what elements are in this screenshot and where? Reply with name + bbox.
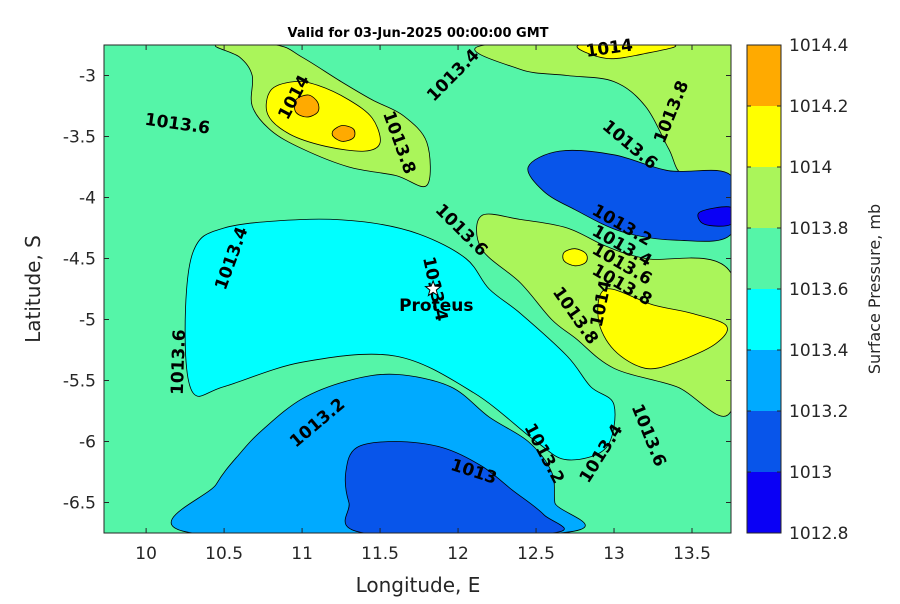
colorbar-tick-label-1: 1013 — [789, 463, 832, 483]
colorbar-band-6 — [747, 106, 781, 167]
contour-region-1014-7 — [597, 288, 728, 370]
chart-title: Valid for 03-Jun-2025 00:00:00 GMT — [288, 26, 549, 41]
contour-region-1012-8-10 — [697, 206, 731, 227]
colorbar-tick-label-4: 1013.6 — [789, 280, 848, 300]
contour-region-1014-5 — [576, 45, 677, 60]
colorbar-label: Surface Pressure, mb — [865, 204, 884, 374]
x-tick-label-5: 12.5 — [517, 544, 555, 564]
contour-region-1013-4-13 — [184, 218, 616, 461]
y-tick-label-2: -4 — [79, 189, 96, 209]
colorbar-tick-label-5: 1013.8 — [789, 219, 848, 239]
y-tick-label-4: -5 — [79, 311, 96, 331]
contour-region-1013-8-4 — [474, 45, 731, 190]
y-axis-label: Latitude, S — [21, 235, 45, 343]
y-tick-label-5: -5.5 — [63, 372, 96, 392]
y-axis: -3 -3.5 -4 -4.5 -5 -5.5 -6 -6.5 — [63, 67, 731, 514]
colorbar-band-1 — [747, 411, 781, 472]
colorbar-band-0 — [747, 472, 781, 533]
colorbar-tick-label-0: 1012.8 — [789, 524, 848, 544]
x-axis-label: Longitude, E — [356, 573, 481, 597]
contour-region-1013-12 — [344, 441, 565, 533]
colorbar-band-7 — [747, 45, 781, 106]
contour-region-1014-8 — [562, 248, 588, 267]
x-tick-label-1: 10.5 — [205, 544, 243, 564]
y-tick-label-6: -6 — [79, 433, 96, 453]
colorbar: 1012.8 1013 1013.2 1013.4 1013.6 1013.8 1014 10… — [746, 36, 848, 544]
contour-region-1013-9 — [527, 149, 731, 242]
x-tick-label-4: 12 — [447, 544, 469, 564]
x-tick-label-0: 10 — [135, 544, 157, 564]
y-tick-label-1: -3.5 — [63, 128, 96, 148]
y-tick-label-7: -6.5 — [63, 494, 96, 514]
colorbar-band-2 — [747, 350, 781, 411]
y-tick-label-0: -3 — [79, 67, 96, 87]
x-tick-label-2: 11 — [291, 544, 313, 564]
colorbar-tick-label-6: 1014 — [789, 158, 832, 178]
colorbar-band-5 — [747, 167, 781, 228]
colorbar-tick-label-2: 1013.2 — [789, 402, 848, 422]
colorbar-band-4 — [747, 228, 781, 289]
location-label: Proteus — [399, 296, 473, 316]
contour-fill-layer — [104, 45, 731, 533]
y-tick-label-3: -4.5 — [63, 250, 96, 270]
x-tick-label-6: 13 — [603, 544, 625, 564]
contour-region-1014-2-3 — [331, 125, 356, 142]
x-tick-label-3: 11.5 — [361, 544, 399, 564]
plot-frame — [103, 44, 732, 534]
colorbar-tick-label-3: 1013.4 — [789, 341, 848, 361]
x-axis: 10 10.5 11 11.5 12 12.5 13 13.5 — [135, 45, 711, 564]
x-tick-label-7: 13.5 — [673, 544, 711, 564]
colorbar-tick-label-8: 1014.4 — [789, 36, 848, 56]
contour-label-16: 1013.6 — [168, 329, 190, 395]
contour-region-1014-2-2 — [293, 94, 320, 118]
colorbar-tick-label-7: 1014.2 — [789, 97, 848, 117]
location-star-marker — [424, 279, 443, 297]
colorbar-band-3 — [747, 289, 781, 350]
